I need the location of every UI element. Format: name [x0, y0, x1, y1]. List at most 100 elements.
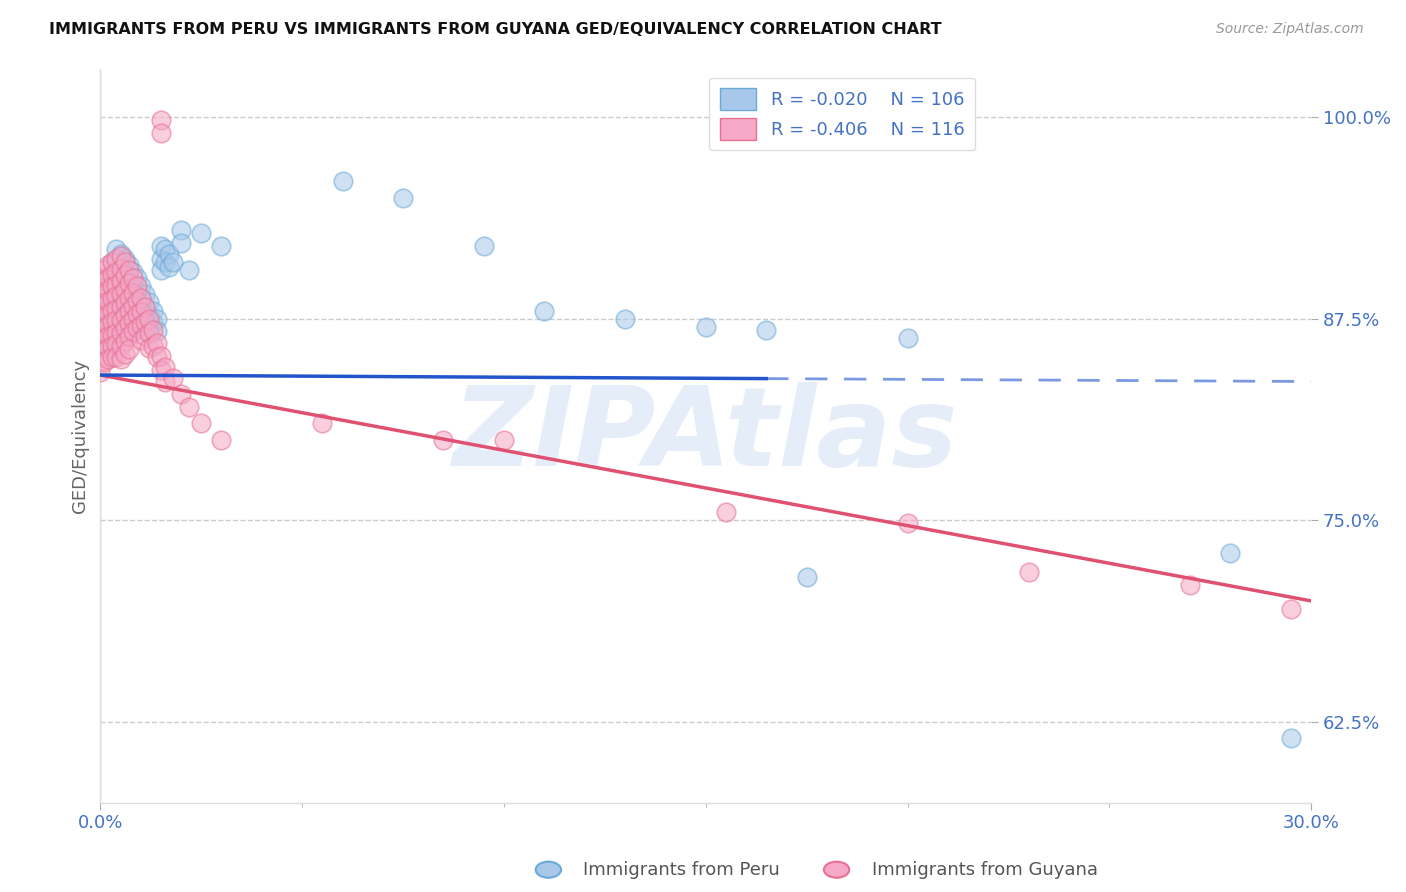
- Point: [897, 331, 920, 345]
- Point: [117, 303, 139, 318]
- Point: [1279, 731, 1302, 745]
- Point: [101, 351, 124, 365]
- Point: [1018, 565, 1040, 579]
- Point: [129, 318, 152, 332]
- Text: Immigrants from Peru: Immigrants from Peru: [583, 861, 780, 879]
- Point: [114, 327, 136, 342]
- Point: [117, 284, 139, 298]
- Point: [114, 309, 136, 323]
- Point: [117, 317, 139, 331]
- Point: [110, 260, 132, 274]
- Point: [110, 307, 132, 321]
- Point: [110, 271, 132, 285]
- Point: [105, 279, 128, 293]
- Point: [105, 277, 128, 292]
- Text: IMMIGRANTS FROM PERU VS IMMIGRANTS FROM GUYANA GED/EQUIVALENCY CORRELATION CHART: IMMIGRANTS FROM PERU VS IMMIGRANTS FROM …: [49, 22, 942, 37]
- Point: [110, 339, 132, 353]
- Point: [97, 307, 120, 321]
- Point: [110, 261, 132, 276]
- Point: [89, 295, 111, 310]
- Point: [93, 311, 115, 326]
- Point: [114, 317, 136, 331]
- Point: [89, 331, 111, 345]
- Point: [105, 291, 128, 305]
- Point: [117, 309, 139, 323]
- Point: [121, 317, 143, 331]
- Point: [311, 417, 333, 431]
- Point: [153, 255, 176, 269]
- Point: [105, 337, 128, 351]
- Point: [125, 319, 148, 334]
- Point: [110, 326, 132, 340]
- Point: [125, 307, 148, 321]
- Point: [89, 353, 111, 368]
- Point: [146, 335, 169, 350]
- Point: [209, 239, 232, 253]
- Point: [97, 341, 120, 355]
- Point: [97, 318, 120, 332]
- Point: [105, 255, 128, 269]
- Point: [134, 315, 156, 329]
- Point: [125, 309, 148, 323]
- Point: [97, 258, 120, 272]
- Point: [149, 263, 172, 277]
- Point: [105, 323, 128, 337]
- Point: [897, 516, 920, 531]
- Point: [432, 433, 454, 447]
- Point: [117, 276, 139, 290]
- Point: [114, 277, 136, 292]
- Point: [101, 303, 124, 318]
- Point: [110, 301, 132, 315]
- Point: [146, 325, 169, 339]
- Point: [101, 327, 124, 342]
- Point: [138, 311, 160, 326]
- Point: [105, 311, 128, 326]
- Point: [121, 303, 143, 318]
- Point: [157, 247, 180, 261]
- Point: [121, 299, 143, 313]
- Point: [110, 318, 132, 332]
- Point: [89, 283, 111, 297]
- Point: [97, 271, 120, 285]
- Point: [110, 295, 132, 310]
- Point: [89, 319, 111, 334]
- Point: [110, 249, 132, 263]
- Point: [93, 343, 115, 358]
- Y-axis label: GED/Equivalency: GED/Equivalency: [72, 359, 89, 513]
- Point: [392, 191, 415, 205]
- Point: [121, 291, 143, 305]
- Point: [142, 303, 165, 318]
- Point: [1279, 602, 1302, 616]
- Point: [533, 303, 555, 318]
- Point: [97, 351, 120, 366]
- Point: [125, 271, 148, 285]
- Point: [149, 113, 172, 128]
- Point: [97, 295, 120, 310]
- Point: [190, 226, 212, 240]
- Point: [93, 355, 115, 369]
- Point: [146, 351, 169, 365]
- Point: [149, 349, 172, 363]
- Point: [101, 291, 124, 305]
- Text: Source: ZipAtlas.com: Source: ZipAtlas.com: [1216, 22, 1364, 37]
- Point: [97, 293, 120, 308]
- Point: [117, 295, 139, 310]
- Point: [105, 289, 128, 303]
- Point: [114, 295, 136, 310]
- Point: [170, 235, 193, 250]
- Point: [101, 279, 124, 293]
- Point: [101, 339, 124, 353]
- Point: [101, 301, 124, 315]
- Point: [101, 334, 124, 348]
- Point: [125, 321, 148, 335]
- Point: [101, 268, 124, 282]
- Point: [110, 284, 132, 298]
- Point: [149, 239, 172, 253]
- Point: [114, 255, 136, 269]
- Point: [129, 303, 152, 318]
- Point: [138, 326, 160, 340]
- Point: [146, 311, 169, 326]
- Point: [97, 329, 120, 343]
- Point: [209, 433, 232, 447]
- Point: [755, 323, 778, 337]
